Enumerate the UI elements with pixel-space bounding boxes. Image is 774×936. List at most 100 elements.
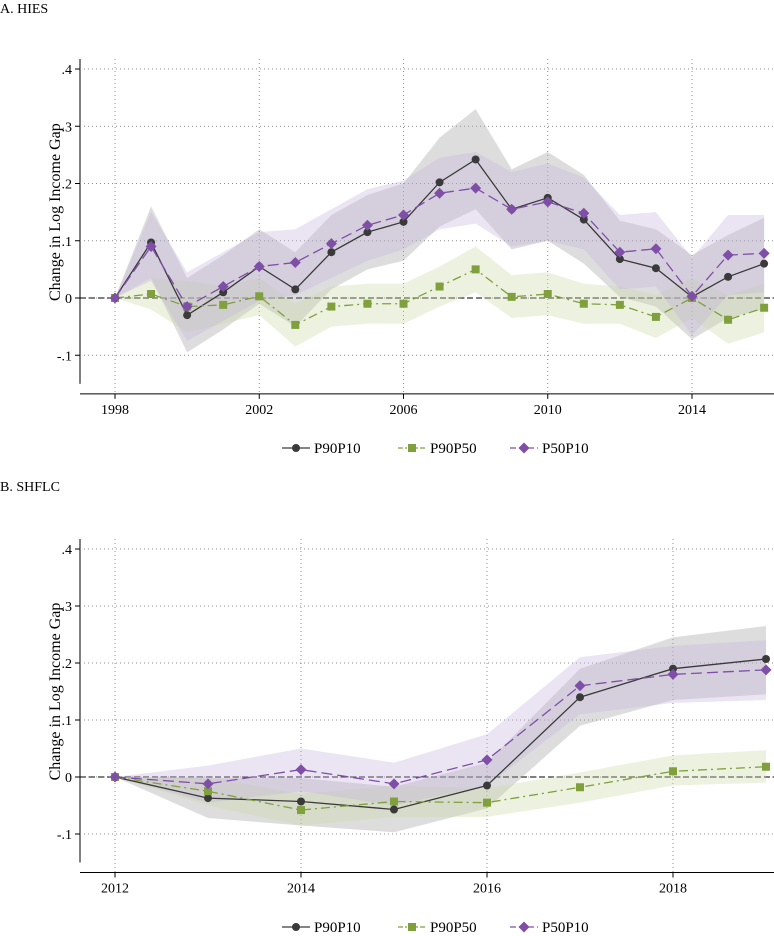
legend-label: P90P10 xyxy=(314,920,361,936)
ci-band-p90p10 xyxy=(115,109,765,353)
data-point-p50p10 xyxy=(109,292,121,304)
data-point-p90p10 xyxy=(576,693,584,702)
legend-marker-p90p10 xyxy=(292,444,300,452)
y-tick-label: -.1 xyxy=(57,349,72,364)
legend: P90P10 P90P50 P50P10 xyxy=(282,441,589,457)
legend-marker-p90p50 xyxy=(408,923,416,931)
chart-panel-b: -.1 0 .1 .2 .3 .4 2012 2014 2016 2018 Change in Lo… xyxy=(47,539,774,936)
data-point-p90p50 xyxy=(724,315,733,324)
y-tick-label: .4 xyxy=(62,543,73,558)
y-tick-label: .4 xyxy=(62,63,73,78)
y-tick-label: .1 xyxy=(62,235,73,250)
y-tick-label: 0 xyxy=(65,292,72,307)
data-point-p50p10 xyxy=(667,668,679,680)
data-point-p50p10 xyxy=(388,778,400,790)
x-tick-label: 1998 xyxy=(101,403,129,418)
data-point-p50p10 xyxy=(614,246,626,258)
data-point-p50p10 xyxy=(289,257,301,269)
y-axis-title: Change in Log Income Gap xyxy=(47,603,64,781)
data-point-p50p10 xyxy=(202,778,214,790)
data-point-p90p10 xyxy=(204,794,212,803)
data-point-p50p10 xyxy=(722,249,734,261)
data-point-p90p50 xyxy=(327,302,336,311)
data-point-p90p50 xyxy=(255,292,264,301)
data-point-p90p50 xyxy=(507,292,516,301)
data-point-p50p10 xyxy=(295,764,307,776)
data-point-p90p10 xyxy=(651,264,660,273)
data-point-p90p50 xyxy=(760,303,769,312)
legend-label: P50P10 xyxy=(542,920,589,936)
data-point-p50p10 xyxy=(434,187,446,199)
legend-label: P90P50 xyxy=(430,920,477,936)
x-tick-label: 2012 xyxy=(101,882,129,897)
series-line-p90p10 xyxy=(114,658,767,811)
y-tick-label: .3 xyxy=(62,600,73,615)
data-point-p90p10 xyxy=(724,272,733,281)
legend-marker-p50p10 xyxy=(518,921,530,933)
data-point-p90p50 xyxy=(291,320,300,329)
data-point-p50p10 xyxy=(758,247,770,259)
legend: P90P10 P90P50 P50P10 xyxy=(282,920,589,936)
data-point-p90p50 xyxy=(669,767,677,776)
y-tick-label: .2 xyxy=(62,178,73,193)
data-point-p90p50 xyxy=(576,783,584,792)
x-tick-label: 2016 xyxy=(473,882,501,897)
data-point-p90p50 xyxy=(435,282,444,291)
data-point-p50p10 xyxy=(650,243,662,255)
ci-band-p50p10 xyxy=(115,640,766,806)
data-point-p50p10 xyxy=(325,238,337,250)
data-point-p50p10 xyxy=(578,207,590,219)
legend-marker-p90p50 xyxy=(408,444,416,452)
data-point-p90p10 xyxy=(291,285,300,294)
data-point-p50p10 xyxy=(361,219,373,231)
data-point-p90p50 xyxy=(543,289,552,298)
data-point-p90p50 xyxy=(204,787,212,796)
y-tick-label: .2 xyxy=(62,657,73,672)
data-point-p90p10 xyxy=(183,311,192,320)
y-tick-label: .1 xyxy=(62,714,73,729)
data-point-p50p10 xyxy=(760,664,772,676)
data-point-p90p10 xyxy=(669,664,677,673)
legend-marker-p50p10 xyxy=(518,442,530,454)
legend-marker-p90p10 xyxy=(292,923,300,931)
panel-a-title: A. HIES xyxy=(0,2,49,17)
data-point-p50p10 xyxy=(181,301,193,313)
data-point-p90p50 xyxy=(147,289,156,298)
x-tick-label: 2018 xyxy=(659,882,687,897)
y-tick-label: -.1 xyxy=(57,828,72,843)
data-point-p90p50 xyxy=(399,299,408,308)
panel-b-title: B. SHFLC xyxy=(0,480,60,495)
x-tick-label: 2002 xyxy=(245,403,273,418)
data-point-p90p50 xyxy=(390,797,398,806)
data-point-p90p10 xyxy=(483,781,491,790)
data-point-p90p50 xyxy=(297,806,305,815)
data-point-p50p10 xyxy=(574,680,586,692)
data-point-p90p10 xyxy=(615,255,624,264)
data-point-p90p10 xyxy=(219,288,228,297)
x-tick-label: 2010 xyxy=(534,403,562,418)
data-point-p90p50 xyxy=(483,798,491,807)
data-point-p90p50 xyxy=(219,300,228,309)
legend-label: P90P10 xyxy=(314,441,361,457)
x-tick-label: 2006 xyxy=(390,403,418,418)
data-point-p90p10 xyxy=(363,228,372,237)
chart-panel-a: -.1 0 .1 .2 .3 .4 1998 2002 2006 2010 2014 Change i… xyxy=(47,59,774,457)
y-axis-title: Change in Log Income Gap xyxy=(47,123,64,301)
data-point-p50p10 xyxy=(481,754,493,766)
data-point-p90p10 xyxy=(399,217,408,226)
data-point-p50p10 xyxy=(253,261,265,273)
series-line-p50p10 xyxy=(114,669,767,785)
data-point-p50p10 xyxy=(398,209,409,221)
data-point-p50p10 xyxy=(145,240,157,252)
legend-label: P90P50 xyxy=(430,441,477,457)
data-point-p90p50 xyxy=(615,300,624,309)
data-point-p90p50 xyxy=(471,265,480,274)
x-tick-label: 2014 xyxy=(287,882,315,897)
data-point-p90p10 xyxy=(327,248,336,257)
x-tick-label: 2014 xyxy=(678,403,706,418)
ci-band-p50p10 xyxy=(115,152,765,341)
data-point-p90p10 xyxy=(762,655,770,664)
data-point-p50p10 xyxy=(506,203,518,215)
y-tick-label: .3 xyxy=(62,120,73,135)
